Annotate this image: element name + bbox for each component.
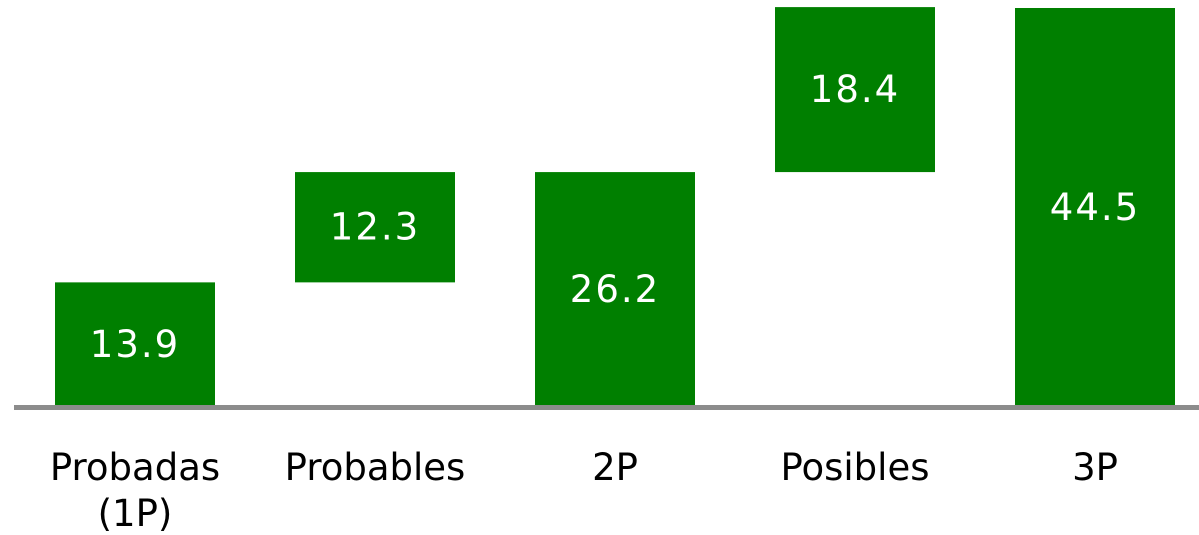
category-labels-layer: Probadas(1P) Probables 2P Posibles 3P	[50, 446, 1118, 535]
bar-2	[295, 172, 455, 283]
bar-3	[535, 172, 695, 407]
category-label-3: 2P	[592, 446, 638, 489]
value-label-4: 18.4	[810, 68, 900, 111]
category-label-4: Posibles	[781, 446, 930, 489]
category-label-1-line-1: Probadas	[50, 446, 220, 489]
category-label-5: 3P	[1072, 446, 1118, 489]
bar-4	[775, 7, 935, 173]
bar-5	[1015, 8, 1175, 407]
bars-layer	[55, 7, 1175, 407]
bar-1	[55, 282, 215, 407]
value-labels-layer: 13.9 12.3 26.2 18.4 44.5	[90, 68, 1140, 366]
category-label-1-line-2: (1P)	[98, 492, 173, 531]
value-label-5: 44.5	[1050, 186, 1140, 229]
category-label-2: Probables	[285, 446, 466, 489]
value-label-3: 26.2	[570, 268, 660, 311]
value-label-1: 13.9	[90, 323, 180, 366]
value-label-2: 12.3	[330, 206, 420, 249]
